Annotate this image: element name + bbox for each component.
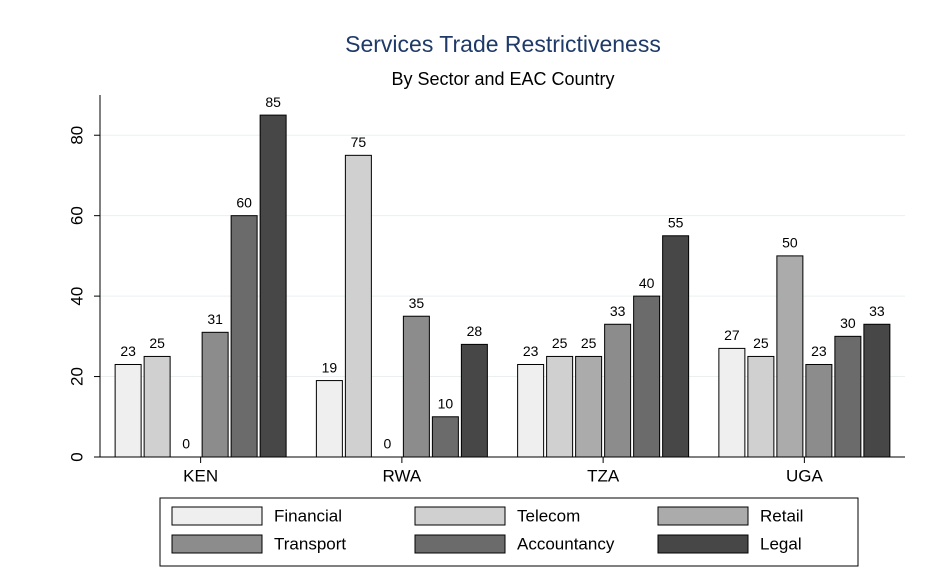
bar [402,315,430,458]
bar [863,323,891,458]
y-tick-label: 40 [67,287,86,306]
data-label: 55 [668,214,684,230]
bar [143,355,171,458]
legend-label: Retail [760,506,803,525]
data-label: 23 [811,343,827,359]
bar [344,154,372,458]
legend-box [159,497,859,567]
data-label: 28 [467,323,483,339]
data-label: 25 [753,335,769,351]
data-label: 50 [782,235,798,251]
bar [201,331,229,458]
data-label: 25 [581,335,597,351]
data-label: 25 [552,335,568,351]
data-label: 30 [840,315,856,331]
data-label: 31 [207,311,223,327]
bar [747,355,775,458]
chart-subtitle: By Sector and EAC Country [391,69,614,89]
data-label: 10 [438,395,454,411]
bar [575,355,603,458]
legend-swatch [414,534,506,554]
chart-title: Services Trade Restrictiveness [345,31,661,57]
legend-swatch [171,534,263,554]
data-label: 25 [149,335,165,351]
bar [718,347,746,458]
legend-label: Accountancy [517,534,615,553]
data-label: 33 [610,303,626,319]
bar [633,295,661,458]
data-label: 60 [236,194,252,210]
legend-label: Legal [760,534,802,553]
legend-swatch [657,534,749,554]
y-tick-label: 60 [67,206,86,225]
legend-label: Financial [274,506,342,525]
bar [662,235,690,458]
data-label: 33 [869,303,885,319]
legend-label: Transport [274,534,346,553]
y-tick-label: 20 [67,367,86,386]
bar [460,343,488,458]
legend-label: Telecom [517,506,580,525]
y-tick-label: 80 [67,126,86,145]
data-label: 0 [383,436,391,452]
x-tick-label: TZA [587,466,620,485]
bar [776,255,804,458]
legend-swatch [657,506,749,526]
legend-swatch [171,506,263,526]
y-tick-label: 0 [67,452,86,461]
bar [230,215,258,458]
bar [517,363,545,458]
data-label: 27 [724,327,740,343]
data-label: 75 [351,134,367,150]
data-label: 23 [523,343,539,359]
data-label: 0 [182,436,190,452]
x-tick-label: KEN [183,466,218,485]
bar [604,323,632,458]
data-label: 23 [120,343,136,359]
bar [805,363,833,458]
bar [834,335,862,458]
bar [315,380,343,458]
bar [259,114,287,458]
bar [431,416,459,458]
data-label: 19 [322,359,338,375]
data-label: 40 [639,275,655,291]
data-label: 35 [409,295,425,311]
bar [546,355,574,458]
legend-swatch [414,506,506,526]
x-tick-label: RWA [383,466,422,485]
data-label: 85 [265,94,281,110]
x-tick-label: UGA [786,466,824,485]
bar [114,363,142,458]
